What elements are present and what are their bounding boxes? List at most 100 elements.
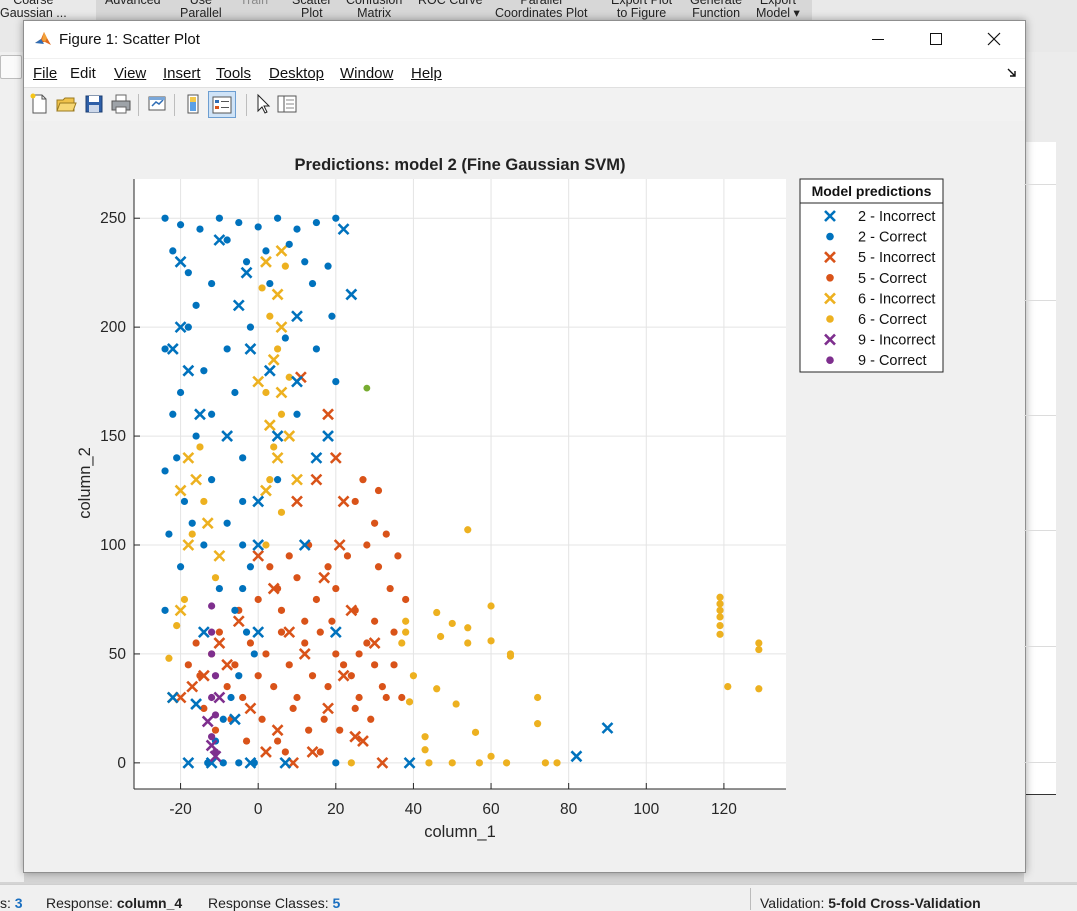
point-2-correct bbox=[223, 519, 231, 527]
point-2-incorrect bbox=[298, 539, 311, 551]
menu-window-label: Window bbox=[340, 65, 394, 82]
model-summary-panel bbox=[1024, 142, 1056, 795]
point-6-correct bbox=[262, 388, 270, 397]
print-icon[interactable] bbox=[109, 92, 133, 116]
point-2-correct bbox=[231, 388, 239, 397]
toolstrip-button-roc-curve[interactable]: ROC Curve bbox=[418, 0, 483, 7]
menu-tools-label: Tools bbox=[216, 65, 252, 82]
point-6-incorrect bbox=[291, 473, 303, 486]
toolstrip-button-export[interactable]: Export Model ▾ bbox=[756, 0, 800, 20]
figure-toolbar bbox=[24, 87, 1025, 122]
toolstrip-button-coarse[interactable]: Coarse Gaussian ... bbox=[0, 0, 67, 20]
open-file-icon[interactable] bbox=[54, 92, 78, 116]
toolstrip-button-parallel[interactable]: Parallel Coordinates Plot bbox=[495, 0, 587, 20]
point-5-correct bbox=[301, 617, 309, 625]
point-2-correct bbox=[293, 410, 301, 418]
toolstrip-button-advanced[interactable]: Advanced bbox=[105, 0, 161, 7]
insert-colorbar-icon[interactable] bbox=[181, 92, 205, 116]
menu-help[interactable]: Help bbox=[411, 65, 442, 82]
x-tick-label: 20 bbox=[327, 801, 345, 818]
point-6-correct bbox=[402, 617, 410, 625]
point-5-correct bbox=[382, 530, 390, 538]
status-divider bbox=[750, 888, 751, 910]
point-6-incorrect bbox=[271, 451, 284, 464]
point-2-correct bbox=[246, 323, 255, 331]
dock-arrow-icon[interactable] bbox=[1006, 67, 1018, 79]
point-5-correct bbox=[285, 552, 293, 560]
point-9-correct bbox=[211, 672, 220, 680]
maximize-button[interactable] bbox=[908, 21, 964, 58]
point-6-correct bbox=[180, 595, 189, 604]
menu-view[interactable]: View bbox=[114, 65, 146, 82]
point-6-correct bbox=[755, 645, 763, 654]
toolstrip-button-export-plot[interactable]: Export Plot to Figure bbox=[611, 0, 672, 20]
point-2-incorrect bbox=[240, 266, 253, 279]
menu-tools[interactable]: Tools bbox=[216, 65, 251, 82]
chart-legend[interactable]: Model predictions 2 - Incorrect 2 - Correc… bbox=[799, 178, 944, 373]
menu-insert[interactable]: Insert bbox=[163, 65, 201, 82]
edit-plot-pointer-icon[interactable] bbox=[250, 92, 274, 116]
point-5-correct bbox=[324, 683, 332, 691]
point-5-correct bbox=[215, 628, 223, 636]
insert-legend-icon[interactable] bbox=[210, 93, 234, 117]
toolstrip-button-scatter[interactable]: Scatter Plot bbox=[292, 0, 332, 20]
point-2-correct bbox=[312, 218, 321, 227]
window-titlebar[interactable]: Figure 1: Scatter Plot bbox=[24, 21, 1025, 58]
point-2-correct bbox=[223, 236, 231, 244]
toolstrip-button-train[interactable]: Train bbox=[240, 0, 268, 7]
legend-marker bbox=[826, 274, 834, 282]
insert-legend-active[interactable] bbox=[208, 91, 236, 118]
new-figure-icon[interactable] bbox=[27, 92, 51, 116]
point-6-incorrect bbox=[182, 539, 195, 551]
point-2-correct bbox=[223, 345, 231, 353]
toolstrip-button-confusion[interactable]: Confusion Matrix bbox=[346, 0, 402, 20]
point-5-correct bbox=[363, 639, 371, 647]
legend-box bbox=[799, 178, 944, 373]
predictors-status: s: 3 bbox=[0, 895, 23, 911]
point-5-correct bbox=[231, 661, 239, 669]
point-6-correct bbox=[553, 759, 561, 767]
menu-file[interactable]: File bbox=[33, 65, 57, 82]
point-5-correct bbox=[305, 726, 313, 734]
y-tick-label: 100 bbox=[100, 537, 126, 554]
point-5-correct bbox=[374, 486, 383, 495]
toolstrip-button-label: Matrix bbox=[357, 6, 392, 20]
toolstrip-button-label: Coordinates Plot bbox=[495, 6, 588, 20]
point-5-correct bbox=[246, 639, 255, 647]
menu-window[interactable]: Window bbox=[340, 65, 393, 82]
close-button[interactable] bbox=[966, 21, 1022, 58]
menu-edit[interactable]: Edit bbox=[70, 65, 96, 82]
minimize-button[interactable] bbox=[850, 21, 906, 58]
classes-value: 5 bbox=[332, 895, 341, 911]
point-6-correct bbox=[277, 508, 286, 516]
toolstrip-button-use[interactable]: Use Parallel bbox=[180, 0, 222, 20]
point-6-correct bbox=[448, 619, 456, 628]
toolstrip-button-generate[interactable]: Generate Function bbox=[690, 0, 742, 20]
toolstrip-button-label: Coarse bbox=[13, 0, 54, 7]
point-2-correct bbox=[242, 628, 251, 636]
menu-desktop[interactable]: Desktop bbox=[269, 65, 324, 82]
point-5-correct bbox=[281, 748, 289, 756]
point-5-incorrect bbox=[271, 724, 284, 737]
point-5-incorrect bbox=[298, 648, 311, 660]
scatter-chart[interactable]: Predictions: model 2 (Fine Gaussian SVM)… bbox=[24, 121, 1025, 872]
point-2-incorrect bbox=[190, 698, 203, 710]
legend-entry: 5 - Incorrect bbox=[858, 250, 935, 266]
legend-entry: 2 - Incorrect bbox=[858, 209, 935, 225]
left-panel-tab[interactable] bbox=[0, 55, 22, 79]
point-5-correct bbox=[398, 693, 406, 702]
link-plot-icon[interactable] bbox=[145, 92, 169, 116]
point-2-correct bbox=[161, 214, 169, 222]
point-6-correct bbox=[716, 613, 724, 621]
point-2-correct bbox=[262, 247, 270, 255]
point-2-incorrect bbox=[403, 756, 416, 769]
validation-value: 5-fold Cross-Validation bbox=[828, 895, 981, 911]
toolstrip-button-label: Gaussian ... bbox=[0, 6, 67, 20]
point-5-incorrect bbox=[368, 637, 381, 649]
save-icon[interactable] bbox=[82, 92, 106, 116]
point-6-correct bbox=[273, 345, 282, 353]
point-2-incorrect bbox=[329, 626, 342, 639]
toolstrip-button-label: Plot bbox=[301, 6, 323, 20]
y-axis-label: column_2 bbox=[76, 447, 94, 519]
property-inspector-icon[interactable] bbox=[275, 92, 299, 116]
